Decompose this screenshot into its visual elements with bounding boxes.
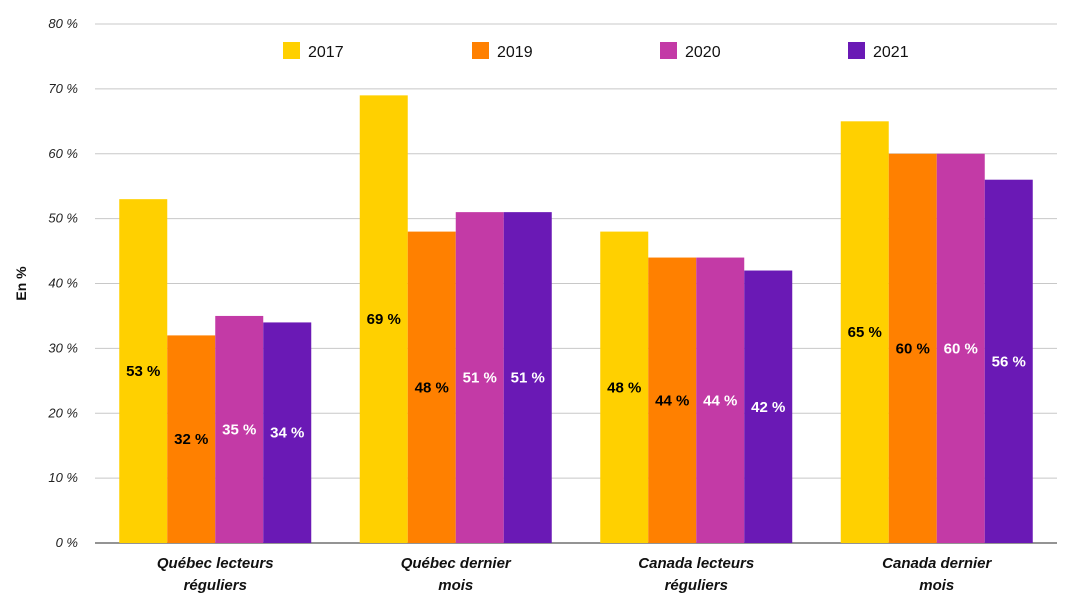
y-tick-label: 70 % bbox=[48, 81, 78, 96]
legend-swatch bbox=[472, 42, 489, 59]
data-label: 51 % bbox=[511, 370, 545, 387]
category-label: Québec dernier bbox=[401, 555, 512, 572]
y-axis-label: En % bbox=[13, 266, 29, 301]
bar-2017 bbox=[840, 121, 889, 543]
data-label: 51 % bbox=[463, 370, 497, 387]
y-tick-label: 0 % bbox=[56, 535, 78, 550]
bar-2017 bbox=[359, 95, 408, 544]
y-tick-label: 10 % bbox=[48, 470, 78, 485]
bar-2019 bbox=[407, 231, 456, 543]
data-label: 69 % bbox=[367, 311, 401, 328]
bar-2019 bbox=[167, 335, 216, 543]
legend-label: 2019 bbox=[497, 44, 533, 61]
data-label: 35 % bbox=[222, 421, 256, 438]
bar-2019 bbox=[648, 257, 697, 543]
bar-2019 bbox=[888, 153, 937, 543]
data-label: 65 % bbox=[848, 324, 882, 341]
bar-2020 bbox=[215, 315, 264, 543]
legend-label: 2020 bbox=[685, 44, 721, 61]
y-tick-label: 80 % bbox=[48, 16, 78, 31]
category-label: Québec lecteurs bbox=[157, 555, 274, 572]
bar-2021 bbox=[263, 322, 312, 543]
data-label: 48 % bbox=[607, 379, 641, 396]
data-label: 60 % bbox=[944, 340, 978, 357]
bar-2021 bbox=[984, 179, 1033, 543]
category-label: Canada dernier bbox=[882, 555, 992, 572]
data-label: 44 % bbox=[655, 392, 689, 409]
bar-2020 bbox=[696, 257, 745, 543]
legend-swatch bbox=[848, 42, 865, 59]
legend-swatch bbox=[660, 42, 677, 59]
y-tick-label: 50 % bbox=[48, 211, 78, 226]
bar-2017 bbox=[119, 199, 168, 543]
data-label: 32 % bbox=[174, 431, 208, 448]
data-label: 44 % bbox=[703, 392, 737, 409]
category-label: réguliers bbox=[665, 577, 728, 594]
legend-label: 2017 bbox=[308, 44, 344, 61]
data-label: 60 % bbox=[896, 340, 930, 357]
data-label: 48 % bbox=[415, 379, 449, 396]
y-tick-label: 60 % bbox=[48, 146, 78, 161]
category-label: Canada lecteurs bbox=[638, 555, 754, 572]
data-label: 34 % bbox=[270, 425, 304, 442]
legend-label: 2021 bbox=[873, 44, 909, 61]
bar-2021 bbox=[744, 270, 793, 543]
bar-2020 bbox=[936, 153, 985, 543]
y-tick-label: 30 % bbox=[48, 340, 78, 355]
legend: 2017 2019 2020 2021 bbox=[283, 42, 909, 61]
y-axis-ticks: 0 % 10 % 20 % 30 % 40 % 50 % 60 % 70 % 80 % bbox=[47, 16, 78, 550]
y-tick-label: 40 % bbox=[48, 276, 78, 291]
category-label: mois bbox=[919, 577, 954, 594]
bar-2017 bbox=[600, 231, 649, 543]
data-labels: 53 % 69 % 48 % 65 % 32 % 48 % 44 % 60 % 35 % 51 %… bbox=[126, 311, 1026, 448]
legend-swatch bbox=[283, 42, 300, 59]
category-label: réguliers bbox=[184, 577, 247, 594]
category-label: mois bbox=[438, 577, 473, 594]
bars bbox=[119, 95, 1033, 544]
bar-2020 bbox=[455, 212, 504, 543]
bar-2021 bbox=[503, 212, 552, 543]
data-label: 42 % bbox=[751, 399, 785, 416]
y-tick-label: 20 % bbox=[47, 405, 78, 420]
data-label: 53 % bbox=[126, 363, 160, 380]
data-label: 56 % bbox=[992, 353, 1026, 370]
x-axis-categories: Québec lecteurs réguliers Québec dernier mo… bbox=[157, 555, 993, 594]
